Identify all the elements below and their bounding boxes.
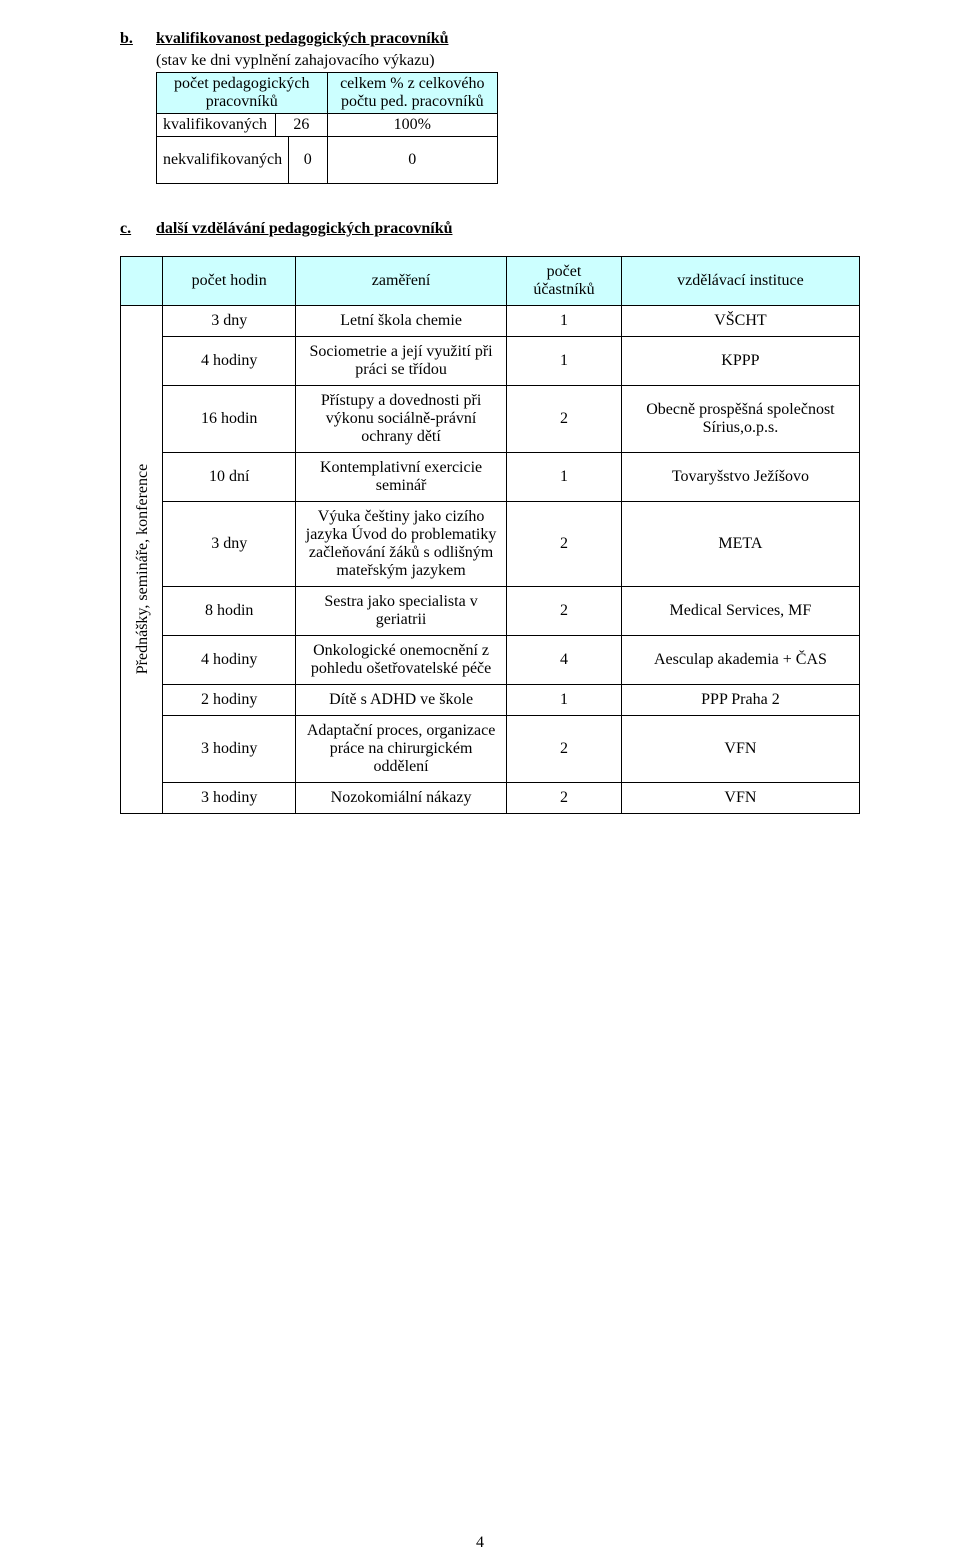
table-row: 16 hodin Přístupy a dovednosti při výkon…: [121, 386, 860, 453]
train-hours: 10 dní: [163, 453, 296, 502]
table-row: 8 hodin Sestra jako specialista v geriat…: [121, 587, 860, 636]
table-row: 10 dní Kontemplativní exercicie seminář …: [121, 453, 860, 502]
train-inst: KPPP: [621, 337, 859, 386]
qual-row-label: nekvalifikovaných: [157, 137, 289, 183]
train-header-side: [121, 257, 163, 306]
train-inst: Obecně prospěšná společnost Sírius,o.p.s…: [621, 386, 859, 453]
train-inst: VFN: [621, 716, 859, 783]
section-b-subtext: (stav ke dni vyplnění zahajovacího výkaz…: [156, 52, 865, 70]
train-count: 1: [507, 453, 622, 502]
train-hours: 3 dny: [163, 502, 296, 587]
train-inst: Medical Services, MF: [621, 587, 859, 636]
train-hours: 16 hodin: [163, 386, 296, 453]
section-c-letter: c.: [120, 220, 156, 238]
train-topic: Onkologické onemocnění z pohledu ošetřov…: [295, 636, 506, 685]
train-hours: 4 hodiny: [163, 636, 296, 685]
qual-header-1: počet pedagogických pracovníků: [157, 73, 328, 114]
table-row: nekvalifikovaných 0 0: [157, 137, 498, 184]
train-topic: Přístupy a dovednosti při výkonu sociáln…: [295, 386, 506, 453]
table-row: kvalifikovaných 26 100%: [157, 114, 498, 137]
table-row: 2 hodiny Dítě s ADHD ve škole 1 PPP Prah…: [121, 685, 860, 716]
train-count: 2: [507, 587, 622, 636]
training-side-label: Přednášky, semináře, konference: [134, 459, 152, 679]
table-row: 3 hodiny Nozokomiální nákazy 2 VFN: [121, 783, 860, 814]
training-table: počet hodin zaměření počet účastníků vzd…: [120, 256, 860, 814]
section-c-title: další vzdělávání pedagogických pracovník…: [156, 220, 453, 238]
section-b-heading: b. kvalifikovanost pedagogických pracovn…: [120, 30, 865, 48]
table-row: 3 hodiny Adaptační proces, organizace pr…: [121, 716, 860, 783]
train-inst: Tovaryšstvo Ježíšovo: [621, 453, 859, 502]
train-topic: Sestra jako specialista v geriatrii: [295, 587, 506, 636]
train-count: 4: [507, 636, 622, 685]
table-row: 4 hodiny Onkologické onemocnění z pohled…: [121, 636, 860, 685]
train-count: 2: [507, 716, 622, 783]
qual-row-label: kvalifikovaných: [157, 114, 276, 136]
table-row: Přednášky, semináře, konference 3 dny Le…: [121, 306, 860, 337]
train-header-topic: zaměření: [295, 257, 506, 306]
train-hours: 3 hodiny: [163, 716, 296, 783]
qual-row-pct: 0: [327, 137, 498, 184]
training-side-label-cell: Přednášky, semináře, konference: [121, 306, 163, 814]
train-topic: Sociometrie a její využití při práci se …: [295, 337, 506, 386]
qual-row-count: 26: [276, 114, 327, 136]
train-header-hours: počet hodin: [163, 257, 296, 306]
train-topic: Dítě s ADHD ve škole: [295, 685, 506, 716]
train-topic: Letní škola chemie: [295, 306, 506, 337]
train-inst: VŠCHT: [621, 306, 859, 337]
train-hours: 3 dny: [163, 306, 296, 337]
section-b-letter: b.: [120, 30, 156, 48]
train-inst: VFN: [621, 783, 859, 814]
train-header-inst: vzdělávací instituce: [621, 257, 859, 306]
train-topic: Výuka češtiny jako cizího jazyka Úvod do…: [295, 502, 506, 587]
section-b-title: kvalifikovanost pedagogických pracovníků: [156, 30, 449, 48]
train-topic: Adaptační proces, organizace práce na ch…: [295, 716, 506, 783]
train-topic: Nozokomiální nákazy: [295, 783, 506, 814]
train-count: 1: [507, 685, 622, 716]
train-count: 1: [507, 337, 622, 386]
train-count: 2: [507, 783, 622, 814]
qual-row-pct: 100%: [327, 114, 498, 137]
train-count: 1: [507, 306, 622, 337]
train-hours: 8 hodin: [163, 587, 296, 636]
page-number: 4: [0, 1534, 960, 1552]
table-row: 3 dny Výuka češtiny jako cizího jazyka Ú…: [121, 502, 860, 587]
table-header-row: počet hodin zaměření počet účastníků vzd…: [121, 257, 860, 306]
train-hours: 3 hodiny: [163, 783, 296, 814]
train-inst: PPP Praha 2: [621, 685, 859, 716]
table-header-row: počet pedagogických pracovníků celkem % …: [157, 73, 498, 114]
qual-row-count: 0: [289, 137, 327, 183]
train-topic: Kontemplativní exercicie seminář: [295, 453, 506, 502]
train-inst: META: [621, 502, 859, 587]
page: b. kvalifikovanost pedagogických pracovn…: [0, 0, 960, 1566]
qualification-table: počet pedagogických pracovníků celkem % …: [156, 72, 498, 184]
qual-header-2: celkem % z celkového počtu ped. pracovní…: [327, 73, 498, 114]
train-count: 2: [507, 386, 622, 453]
train-header-count: počet účastníků: [507, 257, 622, 306]
train-count: 2: [507, 502, 622, 587]
section-c-heading: c. další vzdělávání pedagogických pracov…: [120, 220, 865, 238]
train-hours: 4 hodiny: [163, 337, 296, 386]
table-row: 4 hodiny Sociometrie a její využití při …: [121, 337, 860, 386]
train-inst: Aesculap akademia + ČAS: [621, 636, 859, 685]
train-hours: 2 hodiny: [163, 685, 296, 716]
